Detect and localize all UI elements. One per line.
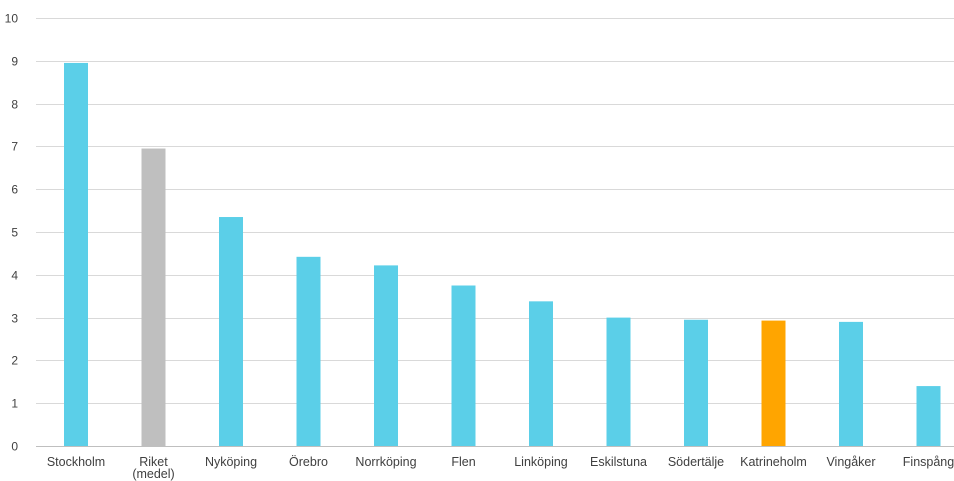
bar bbox=[839, 321, 863, 446]
x-axis-labels: Stockholm Riket (medel) Nyköping Örebro Norrk… bbox=[47, 455, 954, 481]
bar bbox=[684, 319, 708, 446]
y-tick-label: 3 bbox=[11, 312, 18, 326]
bars bbox=[64, 62, 941, 447]
x-category-label: Vingåker bbox=[826, 455, 875, 469]
x-category-label: Riket (medel) bbox=[132, 455, 174, 481]
bar bbox=[761, 320, 786, 446]
x-category-label: Nyköping bbox=[205, 455, 257, 469]
y-tick-label: 10 bbox=[5, 12, 19, 26]
bar bbox=[64, 62, 88, 446]
x-category-label: Finspång bbox=[903, 455, 954, 469]
bar bbox=[374, 265, 398, 446]
y-tick-label: 5 bbox=[11, 226, 18, 240]
x-category-label: Linköping bbox=[514, 455, 568, 469]
x-category-label: Södertälje bbox=[668, 455, 724, 469]
gridlines bbox=[36, 18, 954, 447]
y-tick-label: 1 bbox=[11, 397, 18, 411]
y-tick-label: 2 bbox=[11, 354, 18, 368]
x-category-label: Örebro bbox=[289, 455, 328, 469]
y-tick-label: 0 bbox=[11, 440, 18, 454]
y-tick-label: 9 bbox=[11, 55, 18, 69]
bar bbox=[219, 217, 243, 446]
x-category-label: Norrköping bbox=[355, 455, 416, 469]
bar bbox=[296, 256, 321, 446]
y-tick-label: 4 bbox=[11, 269, 18, 283]
y-axis-ticks: 0 1 2 3 4 5 6 7 8 9 10 bbox=[5, 12, 19, 454]
x-category-label: Flen bbox=[451, 455, 475, 469]
bar bbox=[916, 386, 941, 446]
y-tick-label: 8 bbox=[11, 98, 18, 112]
bar bbox=[451, 285, 476, 446]
bar bbox=[141, 148, 166, 447]
y-tick-label: 7 bbox=[11, 140, 18, 154]
bar bbox=[606, 317, 631, 446]
y-tick-label: 6 bbox=[11, 183, 18, 197]
bar bbox=[529, 301, 553, 446]
x-category-label: Katrineholm bbox=[740, 455, 807, 469]
x-category-label: Stockholm bbox=[47, 455, 105, 469]
x-category-label: Eskilstuna bbox=[590, 455, 647, 469]
